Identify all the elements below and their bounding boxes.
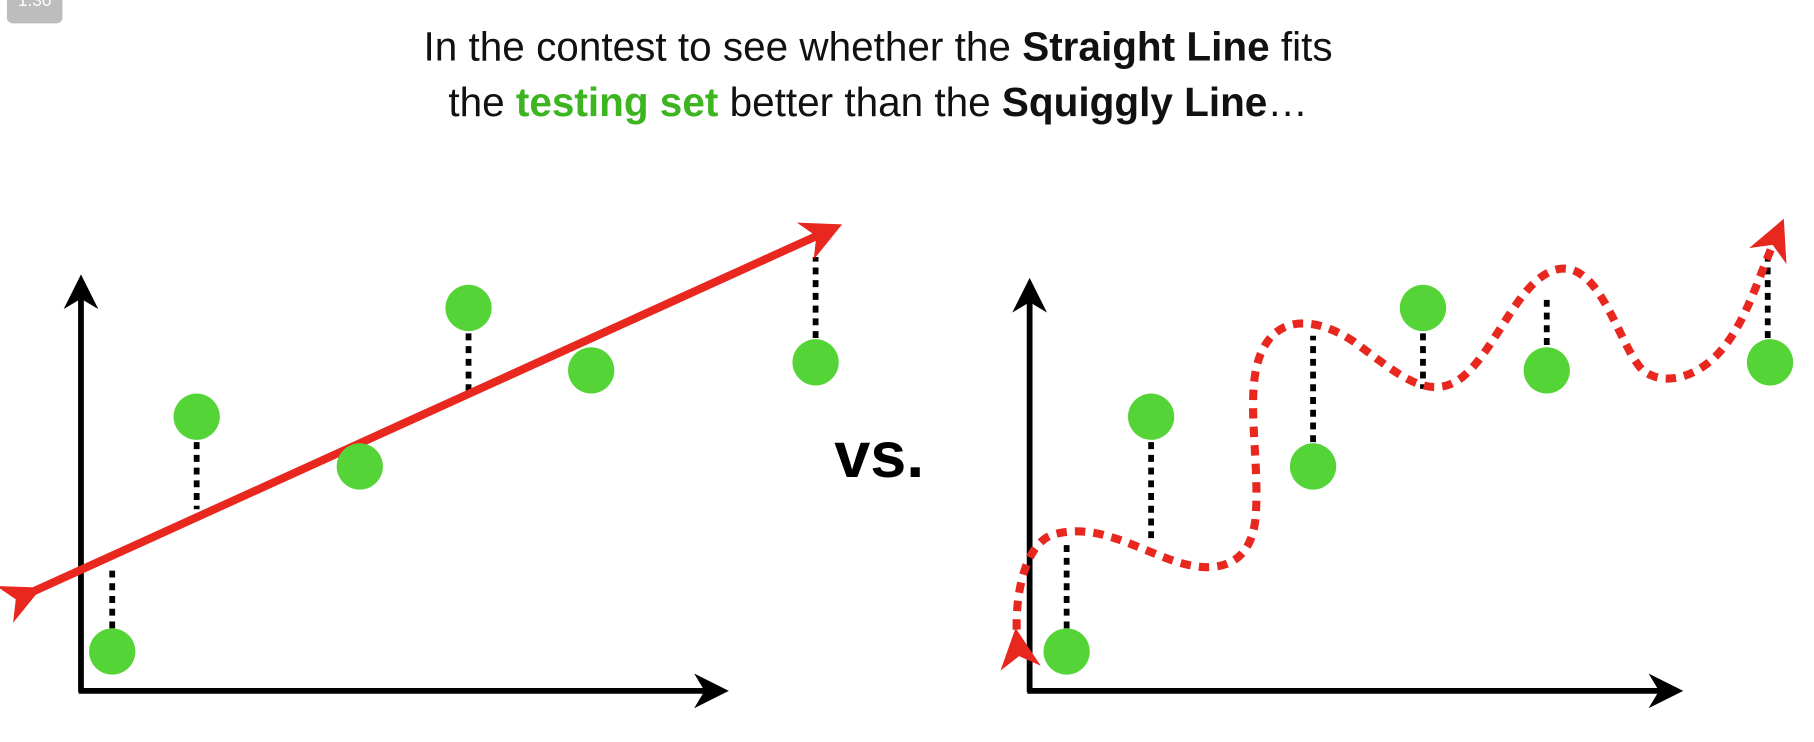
straight-line <box>0 222 843 623</box>
title-text: better than the <box>718 79 1002 125</box>
points <box>89 284 839 675</box>
vs-label: vs. <box>834 418 924 491</box>
squiggly-line <box>1000 218 1787 671</box>
left-plot <box>0 222 843 709</box>
title-bold: Squiggly Line <box>1002 79 1267 125</box>
title-green: testing set <box>516 79 718 125</box>
right-plot <box>1000 218 1794 709</box>
title-line-1: In the contest to see whether the Straig… <box>424 23 1333 69</box>
timestamp: 1:30 <box>18 0 52 10</box>
title-text: … <box>1267 79 1307 125</box>
title-line-2: the testing set better than the Squiggly… <box>448 79 1307 125</box>
title-text: fits <box>1270 23 1333 69</box>
title-text: the <box>448 79 516 125</box>
points <box>1043 284 1794 675</box>
title-bold: Straight Line <box>1022 23 1269 69</box>
timestamp-badge <box>6 0 63 24</box>
title-text: In the contest to see whether the <box>424 23 1023 69</box>
